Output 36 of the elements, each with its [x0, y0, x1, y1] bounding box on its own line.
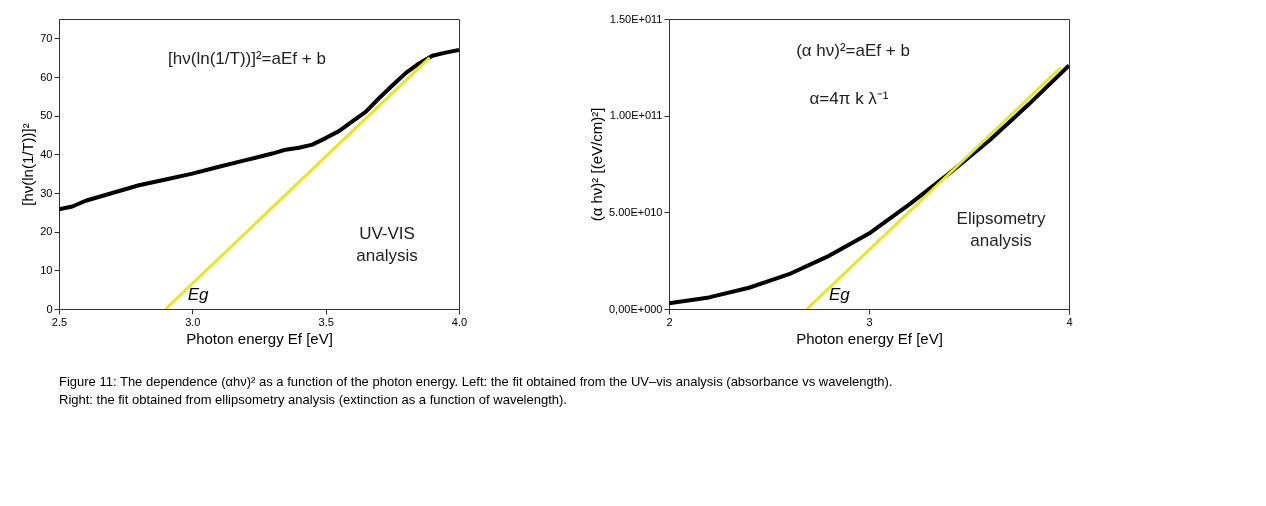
- x-axis-title: Photon energy Ef [eV]: [186, 329, 333, 347]
- x-tick-label: 3: [866, 315, 873, 328]
- line-series: [669, 63, 1069, 306]
- annotation: α=4π k λ⁻¹: [809, 89, 889, 108]
- y-axis-title: [hν(ln(1/T))]²: [19, 123, 37, 206]
- annotation: UV-VIS: [359, 224, 415, 243]
- x-tick-label: 3.0: [185, 315, 201, 328]
- text: Right: the fit obtained from ellipsometry analysis (extinction as a function of wavelength).: [59, 392, 567, 407]
- y-tick-label: 5.00E+010: [608, 205, 663, 218]
- x-tick-label: 4.0: [451, 315, 468, 328]
- annotation: (α hν)²=aEf + b: [796, 41, 910, 60]
- y-tick-label: 0,00E+000: [608, 302, 663, 315]
- y-tick-label: 10: [40, 263, 53, 276]
- annotation: Eg: [829, 285, 851, 304]
- x-tick-label: 2: [666, 315, 673, 328]
- y-axis-title: (α hν)² [(eV/cm)²]: [587, 107, 605, 222]
- annotation: Eg: [187, 285, 210, 304]
- x-tick-label: 2.5: [51, 315, 68, 328]
- y-tick-label: 30: [40, 186, 53, 199]
- y-tick-label: 1.00E+011: [609, 109, 663, 122]
- x-axis-title: Photon energy Ef [eV]: [796, 329, 943, 347]
- x-tick-label: 4: [1066, 315, 1073, 328]
- annotation: Elipsometry: [956, 209, 1046, 228]
- y-tick-label: 0: [46, 302, 53, 315]
- x-tick-label: 3.5: [318, 315, 334, 328]
- y-tick-label: 1.50E+011: [609, 12, 663, 25]
- caption: Figure 11: The dependence (αhν)² as a function of the photon energy. Left: the fit obtained from the UV–vis analysis (absorbance vs wavelength).: [59, 374, 893, 389]
- annotation: analysis: [356, 246, 418, 265]
- y-tick-label: 40: [40, 147, 53, 160]
- line-series: [59, 47, 459, 212]
- y-tick-label: 50: [40, 109, 53, 122]
- y-tick-label: 70: [40, 31, 53, 44]
- annotation: [hν(ln(1/T))]²=aEf + b: [168, 49, 326, 68]
- annotation: analysis: [970, 231, 1032, 250]
- y-tick-label: 60: [40, 70, 53, 83]
- y-tick-label: 20: [40, 225, 53, 238]
